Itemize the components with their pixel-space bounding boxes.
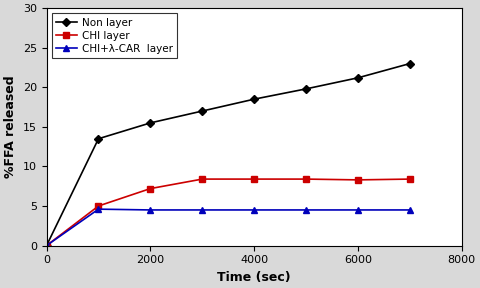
- CHI+λ-CAR  layer: [252, 208, 257, 212]
- Legend: Non layer, CHI layer, CHI+λ-CAR  layer: Non layer, CHI layer, CHI+λ-CAR layer: [52, 13, 177, 58]
- CHI layer: [407, 177, 413, 181]
- CHI layer: [199, 177, 205, 181]
- CHI layer: [252, 177, 257, 181]
- Line: CHI+λ-CAR  layer: CHI+λ-CAR layer: [44, 206, 413, 248]
- Non layer: [407, 62, 413, 65]
- Non layer: [96, 137, 101, 141]
- CHI+λ-CAR  layer: [355, 208, 361, 212]
- Y-axis label: %FFA released: %FFA released: [4, 75, 17, 178]
- CHI layer: [96, 204, 101, 208]
- CHI+λ-CAR  layer: [96, 207, 101, 211]
- CHI+λ-CAR  layer: [407, 208, 413, 212]
- CHI layer: [303, 177, 309, 181]
- CHI+λ-CAR  layer: [44, 244, 49, 247]
- CHI layer: [44, 244, 49, 247]
- Non layer: [355, 76, 361, 79]
- Non layer: [147, 121, 153, 125]
- CHI+λ-CAR  layer: [199, 208, 205, 212]
- CHI layer: [147, 187, 153, 190]
- Non layer: [252, 97, 257, 101]
- Non layer: [44, 244, 49, 247]
- Line: CHI layer: CHI layer: [44, 176, 413, 248]
- Line: Non layer: Non layer: [44, 61, 413, 248]
- X-axis label: Time (sec): Time (sec): [217, 271, 291, 284]
- Non layer: [303, 87, 309, 91]
- CHI+λ-CAR  layer: [303, 208, 309, 212]
- Non layer: [199, 109, 205, 113]
- CHI+λ-CAR  layer: [147, 208, 153, 212]
- CHI layer: [355, 178, 361, 182]
